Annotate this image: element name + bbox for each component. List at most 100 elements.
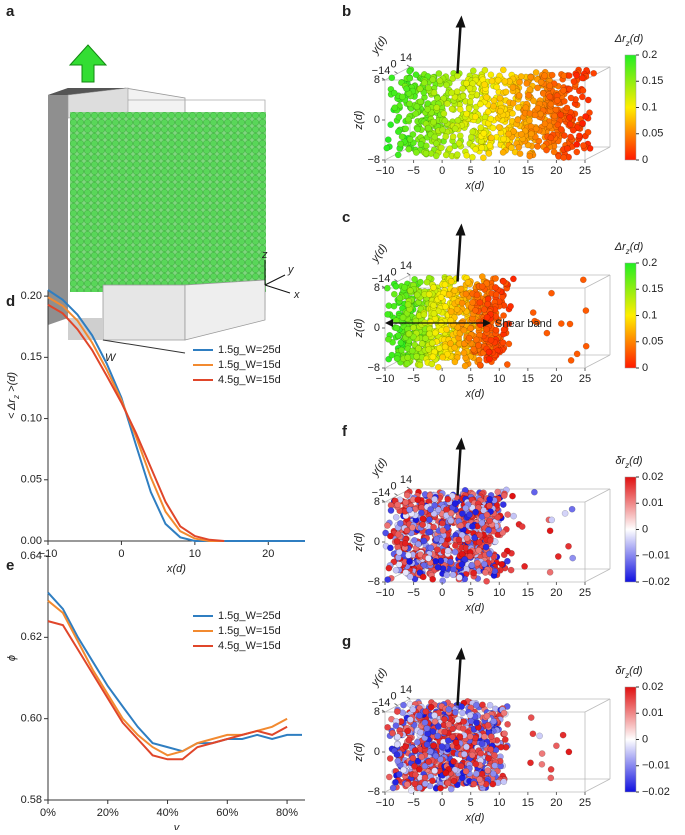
particle [486, 551, 492, 557]
particle [443, 152, 449, 158]
particle [413, 72, 419, 78]
particle [535, 85, 541, 91]
wall [48, 88, 68, 325]
particle [574, 149, 580, 155]
particle [422, 781, 428, 787]
particle [479, 702, 485, 708]
particle [395, 502, 401, 508]
colorbar-title: δrz(d) [615, 665, 643, 680]
y-axis-label-part: ϕ [6, 655, 18, 661]
particle [410, 707, 416, 713]
particle [510, 276, 516, 282]
colorbar-tick-label: 0.05 [642, 128, 663, 140]
particle [451, 778, 457, 784]
particle [482, 569, 488, 575]
z-tick-label: 0 [374, 322, 380, 334]
particle [560, 87, 566, 93]
particle [562, 510, 568, 516]
particle [503, 89, 509, 95]
particle [571, 78, 577, 84]
particle [532, 112, 538, 118]
particle [495, 489, 501, 495]
colorbar-tick-label: 0.2 [642, 257, 657, 269]
particle [445, 738, 451, 744]
particle [548, 135, 554, 141]
schematic: W z y x [48, 45, 300, 364]
axis-y-label: y [287, 264, 295, 276]
particle [385, 137, 391, 143]
colorbar-tick-label: −0.01 [642, 760, 670, 772]
x-tick-label: 20 [550, 587, 562, 599]
colorbar-tick-label: 0 [642, 523, 648, 535]
particle [425, 85, 431, 91]
particle [426, 291, 432, 297]
particle [430, 77, 436, 83]
particle [466, 335, 472, 341]
y-tick-label: 0.62 [21, 631, 42, 643]
particle [404, 492, 410, 498]
particle [488, 337, 494, 343]
particle [580, 120, 586, 126]
legend-label: 4.5g_W=15d [218, 640, 281, 652]
particle [430, 119, 436, 125]
particle [385, 577, 391, 583]
y-tick-label: −14 [372, 487, 391, 499]
particle [464, 535, 470, 541]
particle [488, 746, 494, 752]
particle [394, 752, 400, 758]
y-tick [395, 704, 398, 706]
particle [490, 103, 496, 109]
y-tick-label: 0 [390, 690, 396, 702]
particle [441, 716, 447, 722]
particle [477, 101, 483, 107]
particle [479, 274, 485, 280]
particle [508, 303, 514, 309]
lift-arrow-head [456, 16, 466, 28]
particle [435, 564, 441, 570]
particle [414, 353, 420, 359]
particle [446, 722, 452, 728]
particle [431, 302, 437, 308]
y-axis-label-part: < Δr [6, 398, 18, 419]
particle [579, 75, 585, 81]
x-tick-label: 20 [550, 373, 562, 385]
particle [384, 522, 390, 528]
colorbar [625, 263, 636, 368]
particle [433, 153, 439, 159]
particle [461, 751, 467, 757]
particle [423, 708, 429, 714]
particle [530, 310, 536, 316]
particle [464, 111, 470, 117]
particle [473, 146, 479, 152]
particle [527, 86, 533, 92]
particle [448, 786, 454, 792]
particle [547, 569, 553, 575]
particle [561, 133, 567, 139]
z-tick-label: −8 [367, 362, 380, 374]
particle [422, 720, 428, 726]
x-tick-label: 0 [439, 587, 445, 599]
box-edge [585, 355, 610, 368]
particle [467, 99, 473, 105]
particle [391, 90, 397, 96]
colorbar-tick-label: −0.01 [642, 550, 670, 562]
particle [434, 547, 440, 553]
x-axis-label: x(d) [465, 812, 485, 824]
lift-arrow [458, 448, 461, 496]
particle [430, 354, 436, 360]
z-axis-label: z(d) [353, 110, 365, 130]
particle [403, 499, 409, 505]
particle [547, 83, 553, 89]
particle [414, 104, 420, 110]
particle [459, 710, 465, 716]
particle [431, 712, 437, 718]
y-tick-label: 14 [400, 684, 412, 696]
particle [420, 522, 426, 528]
particle [500, 136, 506, 142]
colorbar-tick-label: −0.02 [642, 786, 670, 798]
particle [467, 85, 473, 91]
x-tick-label: 5 [468, 797, 474, 809]
particle [491, 98, 497, 104]
x-tick-label: 5 [468, 373, 474, 385]
particle [463, 291, 469, 297]
